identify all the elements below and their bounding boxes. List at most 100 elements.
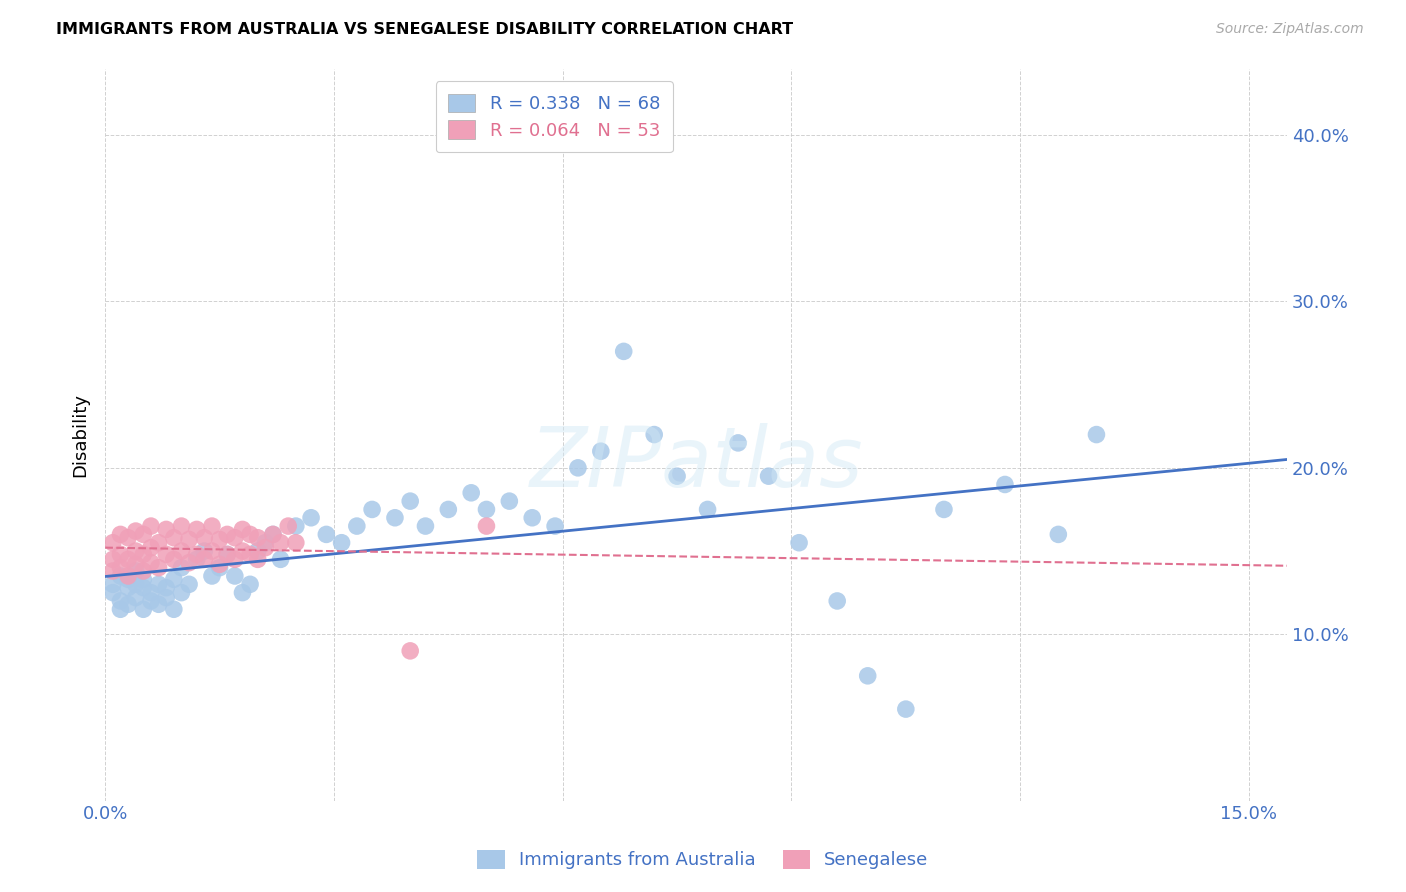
Point [522,510,544,524]
Point [155,547,177,561]
Point [384,510,406,524]
Point [125,524,148,538]
Point [399,494,422,508]
Point [239,547,262,561]
Point [475,502,498,516]
Point [415,519,437,533]
Point [186,547,208,561]
Point [231,585,253,599]
Point [177,577,200,591]
Point [132,581,155,595]
Point [117,581,139,595]
Text: IMMIGRANTS FROM AUSTRALIA VS SENEGALESE DISABILITY CORRELATION CHART: IMMIGRANTS FROM AUSTRALIA VS SENEGALESE … [56,22,793,37]
Point [163,602,186,616]
Point [262,527,284,541]
Point [117,552,139,566]
Point [758,469,780,483]
Point [224,531,246,545]
Point [856,669,879,683]
Point [246,544,269,558]
Point [155,581,177,595]
Point [894,702,917,716]
Point [330,535,353,549]
Point [139,541,162,555]
Point [246,552,269,566]
Point [217,547,239,561]
Point [148,535,170,549]
Point [299,510,322,524]
Point [132,564,155,578]
Point [148,597,170,611]
Point [193,552,215,566]
Text: ZIPatlas: ZIPatlas [529,424,863,504]
Point [201,569,224,583]
Point [361,502,384,516]
Point [208,533,231,547]
Point [101,585,124,599]
Point [666,469,689,483]
Point [117,569,139,583]
Point [315,527,337,541]
Point [994,477,1017,491]
Point [277,519,299,533]
Point [101,552,124,566]
Point [208,560,231,574]
Point [110,602,132,616]
Point [193,544,215,558]
Point [117,597,139,611]
Point [177,533,200,547]
Point [217,527,239,541]
Point [110,527,132,541]
Point [1085,427,1108,442]
Point [727,436,749,450]
Point [125,558,148,572]
Point [101,577,124,591]
Point [125,564,148,578]
Point [932,502,955,516]
Point [460,485,482,500]
Point [399,644,422,658]
Point [217,547,239,561]
Point [139,556,162,570]
Point [246,531,269,545]
Point [284,535,307,549]
Point [110,569,132,583]
Point [139,585,162,599]
Point [186,552,208,566]
Point [163,572,186,586]
Point [696,502,718,516]
Point [125,591,148,605]
Point [193,531,215,545]
Point [437,502,460,516]
Point [110,560,132,574]
Point [239,577,262,591]
Point [163,531,186,545]
Point [163,552,186,566]
Point [224,552,246,566]
Point [201,519,224,533]
Point [284,519,307,533]
Point [589,444,612,458]
Point [254,535,277,549]
Point [148,577,170,591]
Point [544,519,567,533]
Point [110,547,132,561]
Point [170,585,193,599]
Point [170,519,193,533]
Point [262,527,284,541]
Point [201,544,224,558]
Point [125,577,148,591]
Point [825,594,848,608]
Point [186,523,208,537]
Point [155,591,177,605]
Point [498,494,520,508]
Point [155,523,177,537]
Point [787,535,810,549]
Point [148,560,170,574]
Legend: R = 0.338   N = 68, R = 0.064   N = 53: R = 0.338 N = 68, R = 0.064 N = 53 [436,81,673,153]
Y-axis label: Disability: Disability [72,392,89,476]
Point [239,527,262,541]
Point [475,519,498,533]
Point [101,564,124,578]
Point [270,552,292,566]
